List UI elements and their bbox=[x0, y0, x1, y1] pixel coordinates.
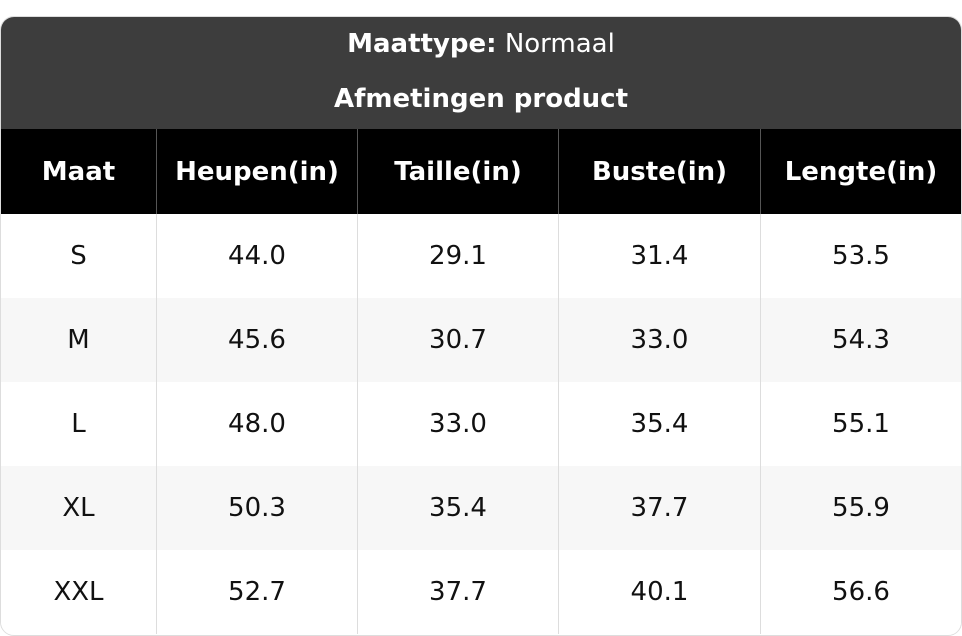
column-header: Lengte(in) bbox=[760, 129, 961, 214]
column-header: Buste(in) bbox=[558, 129, 760, 214]
table-cell: 44.0 bbox=[156, 214, 357, 298]
size-type-line: Maattype: Normaal bbox=[1, 28, 961, 60]
table-cell: 55.9 bbox=[760, 466, 961, 550]
table-cell: 35.4 bbox=[558, 382, 760, 466]
table-cell: 45.6 bbox=[156, 298, 357, 382]
table-cell: 53.5 bbox=[760, 214, 961, 298]
table-cell: 29.1 bbox=[357, 214, 558, 298]
size-table-card: Maattype: Normaal Afmetingen product Maa… bbox=[0, 16, 962, 636]
table-cell: 52.7 bbox=[156, 550, 357, 634]
table-cell: XL bbox=[1, 466, 156, 550]
table-cell: M bbox=[1, 298, 156, 382]
table-cell: 31.4 bbox=[558, 214, 760, 298]
table-cell: 55.1 bbox=[760, 382, 961, 466]
table-cell: 48.0 bbox=[156, 382, 357, 466]
size-type-value: Normaal bbox=[504, 29, 615, 59]
table-cell: L bbox=[1, 382, 156, 466]
table-cell: 35.4 bbox=[357, 466, 558, 550]
table-cell: S bbox=[1, 214, 156, 298]
table-subtitle: Afmetingen product bbox=[333, 84, 629, 114]
table-cell: 37.7 bbox=[357, 550, 558, 634]
size-type-label: Maattype: bbox=[347, 29, 497, 59]
table-cell: 37.7 bbox=[558, 466, 760, 550]
column-header: Heupen(in) bbox=[156, 129, 357, 214]
table-cell: 54.3 bbox=[760, 298, 961, 382]
column-header: Taille(in) bbox=[357, 129, 558, 214]
table-cell: 33.0 bbox=[558, 298, 760, 382]
table-cell: 56.6 bbox=[760, 550, 961, 634]
table-cell: 40.1 bbox=[558, 550, 760, 634]
table-cell: 50.3 bbox=[156, 466, 357, 550]
table-header: Maattype: Normaal Afmetingen product bbox=[1, 17, 961, 129]
table-cell: XXL bbox=[1, 550, 156, 634]
column-header: Maat bbox=[1, 129, 156, 214]
table-cell: 33.0 bbox=[357, 382, 558, 466]
table-cell: 30.7 bbox=[357, 298, 558, 382]
